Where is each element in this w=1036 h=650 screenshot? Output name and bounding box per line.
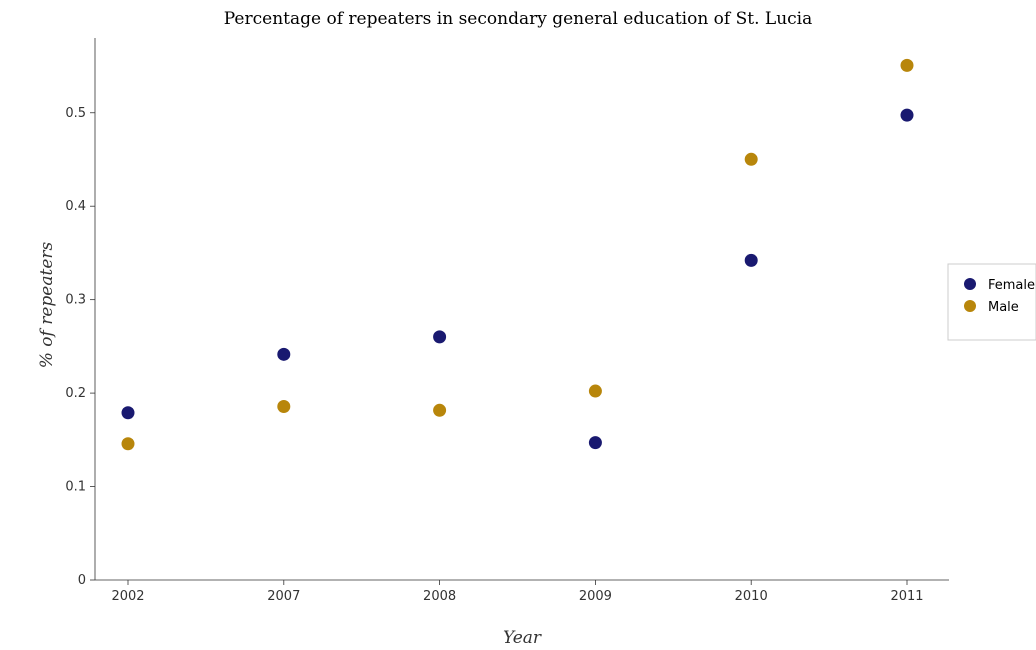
y-tick-label: 0.5 bbox=[65, 106, 86, 121]
y-tick-label: 0 bbox=[78, 573, 86, 588]
y-tick-label: 0.1 bbox=[65, 480, 86, 495]
y-ticks: 0 0.1 0.2 0.3 0.4 0.5 bbox=[65, 106, 95, 588]
data-point-female bbox=[744, 253, 758, 267]
x-ticks: 2002 2007 2008 2009 2010 2011 bbox=[111, 580, 924, 604]
y-axis-label: % of repeaters bbox=[37, 241, 57, 368]
y-tick-label: 0.4 bbox=[65, 199, 86, 214]
legend-label-female: Female bbox=[988, 278, 1035, 293]
data-point-female bbox=[900, 108, 914, 122]
legend-marker-female bbox=[964, 278, 976, 290]
y-tick-label: 0.3 bbox=[65, 293, 86, 308]
x-tick-label: 2007 bbox=[267, 589, 300, 604]
legend: Female Male bbox=[947, 263, 1036, 341]
data-point-female bbox=[121, 406, 135, 420]
data-point-female bbox=[433, 330, 447, 344]
data-point-male bbox=[277, 399, 291, 413]
y-tick-label: 0.2 bbox=[65, 386, 86, 401]
legend-label-male: Male bbox=[988, 300, 1019, 315]
x-tick-label: 2009 bbox=[579, 589, 612, 604]
x-tick-label: 2008 bbox=[423, 589, 456, 604]
x-tick-label: 2010 bbox=[735, 589, 768, 604]
plot-area bbox=[95, 38, 949, 580]
x-tick-label: 2011 bbox=[890, 589, 923, 604]
x-axis-label: Year bbox=[503, 628, 542, 648]
data-point-female bbox=[588, 436, 602, 450]
data-point-male bbox=[121, 437, 135, 451]
data-point-male bbox=[744, 152, 758, 166]
legend-box bbox=[947, 263, 1036, 341]
data-point-male bbox=[588, 384, 602, 398]
data-point-female bbox=[277, 347, 291, 361]
data-points bbox=[121, 58, 914, 451]
x-tick-label: 2002 bbox=[111, 589, 144, 604]
legend-marker-male bbox=[964, 300, 976, 312]
data-point-male bbox=[900, 58, 914, 72]
chart-title: Percentage of repeaters in secondary gen… bbox=[224, 9, 812, 29]
data-point-male bbox=[433, 403, 447, 417]
